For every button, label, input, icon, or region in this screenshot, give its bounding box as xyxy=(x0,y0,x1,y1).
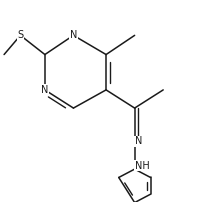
Text: S: S xyxy=(17,30,23,40)
Text: N: N xyxy=(135,136,142,146)
Text: N: N xyxy=(70,30,77,40)
Text: NH: NH xyxy=(135,161,149,171)
Text: N: N xyxy=(41,85,49,95)
